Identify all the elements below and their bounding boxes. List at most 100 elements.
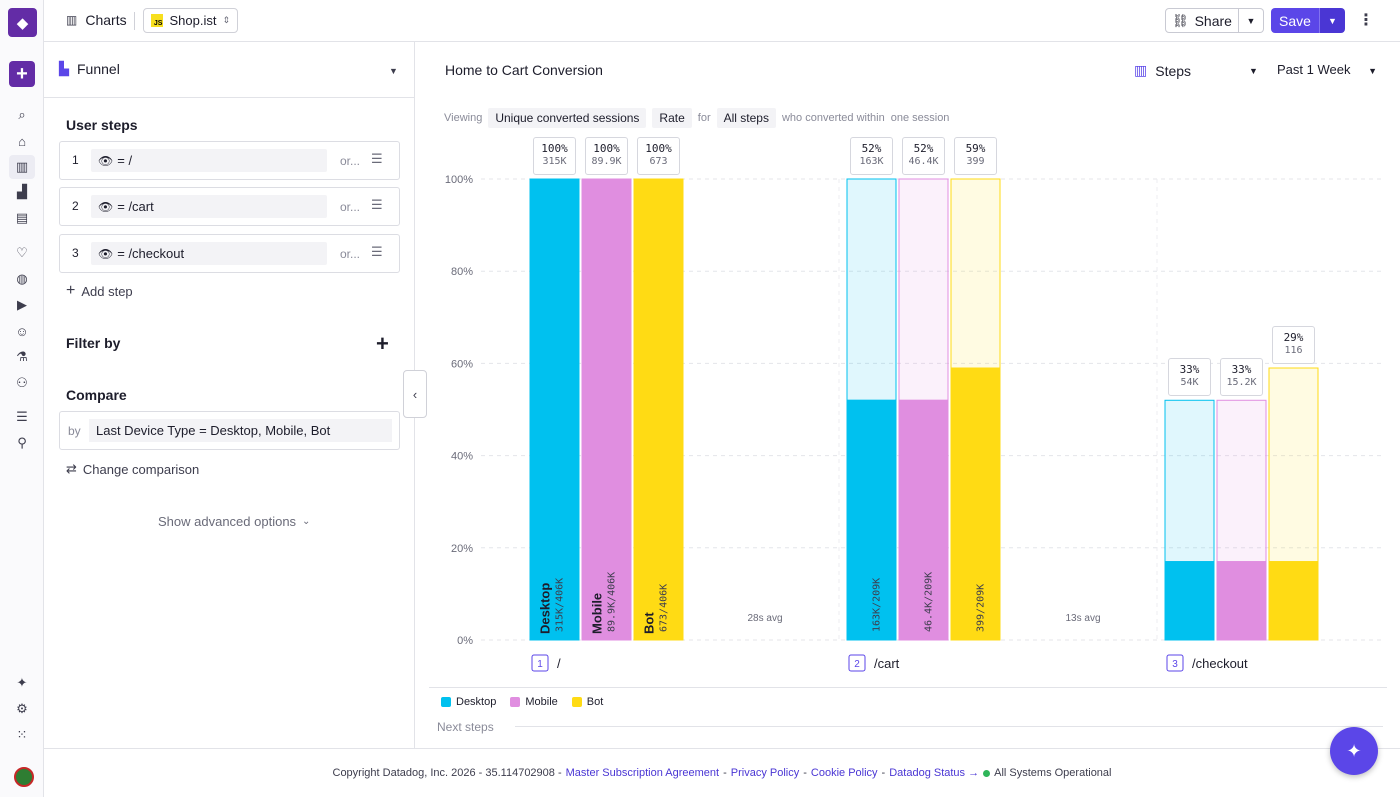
swap-arrows-icon: ⇄ (66, 461, 77, 476)
chevron-down-icon: ▼ (1246, 15, 1256, 26)
conversion-bar (1268, 561, 1319, 641)
steps-scope-selector[interactable]: All steps (716, 108, 776, 128)
avg-time-label: 28s avg (747, 613, 782, 624)
bar-count: 89.9K (591, 156, 622, 167)
next-steps-label[interactable]: Next steps (437, 720, 494, 734)
home-icon[interactable]: ⌂ (18, 133, 26, 149)
step-condition[interactable]: 👁 = /checkout (91, 242, 327, 265)
bar-percent: 33% (1179, 363, 1200, 377)
metric-selector[interactable]: Unique converted sessions (488, 108, 647, 128)
y-tick-label: 80% (451, 266, 473, 278)
rate-selector[interactable]: Rate (652, 108, 692, 128)
share-button[interactable]: ⛓ Share (1165, 8, 1239, 33)
bar-ratio-label: 46.4K/209K (924, 572, 935, 632)
display-mode-selector[interactable]: ▥ Steps ▼ (1134, 62, 1258, 79)
bar-value-label: 33% 54K (1168, 358, 1211, 397)
legend-swatch (571, 697, 582, 707)
step-condition[interactable]: 👁 = / (91, 149, 327, 172)
experiments-icon[interactable]: ⚗ (16, 349, 28, 364)
chart-title[interactable]: Home to Cart Conversion (445, 62, 603, 78)
step-row[interactable]: 1 👁 = / or... ☰ (59, 141, 400, 180)
nav-rail: ◆ + ⌕ ⌂ ▥ ▟ ▤ ♡ ◍ ▶ ☺ ⚗ ⚇ ☰ ⚲ ✦ ⚙ ⁙ (0, 0, 44, 797)
funnel-icon: ▙ (59, 61, 69, 76)
bar-ratio-label: 163K/209K (872, 578, 883, 632)
viz-type-selector[interactable]: ▙ Funnel ▼ (44, 42, 414, 98)
chart-legend: Desktop Mobile Bot (441, 696, 603, 708)
user-steps-title: User steps (66, 117, 138, 133)
display-mode-label: Steps (1155, 62, 1192, 79)
section-title: Charts (85, 12, 127, 28)
more-options-icon[interactable]: ⋮ (1358, 12, 1374, 29)
apps-grid-icon[interactable]: ⁙ (16, 727, 28, 742)
heatmap-icon[interactable]: ◍ (16, 271, 28, 286)
dropoff-bar (1216, 399, 1267, 563)
data-icon[interactable]: ☰ (16, 409, 28, 424)
step-number-badge (1166, 654, 1184, 672)
legend-item-desktop[interactable]: Desktop (441, 696, 496, 708)
filter-by-title: Filter by (66, 335, 121, 351)
bar-ratio-label: 315K/406K (555, 578, 566, 632)
bar-count: 46.4K (908, 156, 939, 167)
settings-data-icon[interactable]: ⚲ (17, 435, 27, 450)
change-comparison-button[interactable]: ⇄ Change comparison (66, 461, 199, 477)
collapse-panel-button[interactable]: ‹ (403, 370, 427, 418)
advanced-options-label: Show advanced options (158, 514, 297, 529)
gear-icon[interactable]: ⚙ (16, 701, 28, 716)
save-dropdown-button[interactable]: ▼ (1319, 8, 1345, 33)
charts-icon[interactable]: ▥ (9, 155, 35, 179)
time-range-selector[interactable]: Past 1 Week ▼ (1277, 62, 1377, 77)
notebooks-icon[interactable]: ▤ (15, 210, 29, 225)
step-number: 2 (854, 659, 860, 670)
ai-assistant-button[interactable]: ✦ (1330, 727, 1378, 775)
or-button[interactable]: or... (340, 154, 361, 168)
share-dropdown-button[interactable]: ▼ (1239, 8, 1264, 33)
filter-lines-icon[interactable]: ☰ (371, 197, 383, 212)
conversion-bar (1164, 561, 1215, 641)
avatar[interactable] (14, 767, 34, 787)
app-selector[interactable]: JS Shop.ist ⇕ (143, 8, 238, 33)
bar-chart-icon: ▥ (1134, 62, 1148, 78)
msa-link[interactable]: Master Subscription Agreement (565, 767, 720, 779)
status-link[interactable]: Datadog Status → (889, 767, 980, 779)
privacy-link[interactable]: Privacy Policy (730, 767, 800, 779)
filter-lines-icon[interactable]: ☰ (371, 151, 383, 166)
add-filter-plus-icon[interactable]: + (376, 331, 389, 356)
step-condition[interactable]: 👁 = /cart (91, 195, 327, 218)
step-row[interactable]: 3 👁 = /checkout or... ☰ (59, 234, 400, 273)
conversion-bar (529, 178, 580, 641)
vitals-icon[interactable]: ♡ (16, 245, 28, 260)
search-icon[interactable]: ⌕ (18, 107, 26, 122)
advanced-options-toggle[interactable]: Show advanced options ⌄ (158, 514, 310, 529)
bar-percent: 100% (645, 142, 672, 155)
legend-item-mobile[interactable]: Mobile (510, 696, 558, 708)
filter-lines-icon[interactable]: ☰ (371, 244, 383, 259)
bar-value-label: 29% 116 (1272, 326, 1315, 364)
cookie-link[interactable]: Cookie Policy (810, 767, 878, 779)
time-range-label: Past 1 Week (1277, 62, 1351, 77)
replay-icon[interactable]: ▶ (17, 297, 27, 312)
step-value: = /checkout (117, 246, 185, 261)
chevron-down-icon: ▼ (1249, 65, 1258, 76)
save-button[interactable]: Save (1271, 8, 1319, 33)
sentiment-icon[interactable]: ☺ (15, 323, 29, 339)
legend-label: Mobile (525, 696, 558, 708)
dashboards-icon[interactable]: ▟ (17, 184, 27, 199)
sparkle-icon: ✦ (1346, 740, 1362, 761)
datadog-logo-icon[interactable]: ◆ (8, 8, 37, 37)
step-label: /cart (874, 656, 900, 671)
create-new-button[interactable]: + (9, 61, 35, 87)
within-value[interactable]: one session (890, 112, 950, 124)
legend-item-bot[interactable]: Bot (571, 696, 603, 708)
or-button[interactable]: or... (340, 200, 361, 214)
step-row[interactable]: 2 👁 = /cart or... ☰ (59, 187, 400, 226)
users-icon[interactable]: ⚇ (16, 375, 28, 390)
compare-field[interactable]: by Last Device Type = Desktop, Mobile, B… (59, 411, 400, 450)
bar-percent: 100% (541, 142, 568, 155)
ai-sparkle-icon[interactable]: ✦ (16, 675, 28, 690)
compare-value[interactable]: Last Device Type = Desktop, Mobile, Bot (89, 419, 392, 442)
dropoff-bar (846, 178, 897, 401)
add-step-button[interactable]: + Add step (66, 282, 133, 300)
or-button[interactable]: or... (340, 247, 361, 261)
